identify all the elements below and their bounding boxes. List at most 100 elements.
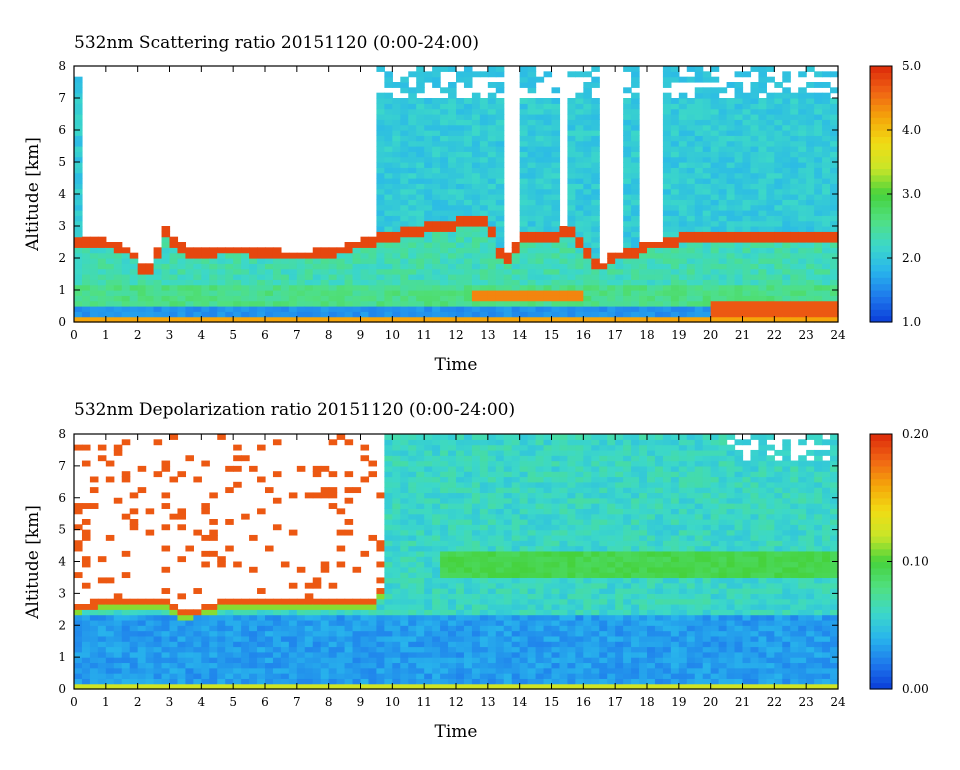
heatmap-cell [742, 194, 752, 200]
heatmap-cell [495, 231, 505, 238]
heatmap-cell [511, 598, 521, 605]
heatmap-cell [400, 556, 409, 563]
heatmap-cell [479, 577, 489, 584]
heatmap-cell [479, 550, 489, 557]
heatmap-cell [519, 172, 529, 179]
heatmap-cell [177, 252, 187, 259]
heatmap-cell [662, 178, 672, 184]
heatmap-cell [543, 556, 553, 563]
heatmap-cell [479, 162, 489, 168]
heatmap-cell [551, 279, 561, 286]
heatmap-cell [543, 146, 553, 152]
heatmap-cell [296, 614, 306, 621]
heatmap-cell [662, 231, 672, 238]
heatmap-cell [519, 188, 529, 195]
heatmap-cell [416, 252, 425, 259]
heatmap-cell [774, 295, 783, 302]
heatmap-cell [479, 135, 489, 142]
heatmap-cell [543, 199, 553, 206]
heatmap-cell [400, 146, 409, 152]
heatmap-cell [487, 550, 497, 557]
heatmap-cell [177, 683, 187, 690]
heatmap-cell [583, 183, 592, 190]
heatmap-cell [591, 103, 600, 110]
heatmap-cell [257, 263, 266, 270]
heatmap-cell [448, 188, 457, 195]
heatmap-cell [647, 279, 656, 286]
heatmap-cell [710, 274, 720, 280]
heatmap-cell [272, 609, 282, 616]
heatmap-cell [74, 114, 83, 120]
heatmap-cell [129, 274, 139, 280]
heatmap-cell [368, 268, 378, 275]
heatmap-cell [495, 683, 505, 690]
heatmap-cell [456, 290, 465, 296]
heatmap-cell [487, 667, 497, 674]
heatmap-cell [193, 625, 202, 632]
heatmap-cell [177, 635, 187, 642]
heatmap-cell [432, 71, 441, 78]
heatmap-cell [559, 449, 569, 456]
heatmap-cell [471, 561, 481, 568]
heatmap-cell [519, 279, 529, 286]
heatmap-cell [670, 204, 680, 211]
heatmap-cell [272, 306, 282, 312]
heatmap-cell [177, 678, 187, 685]
heatmap-cell [742, 300, 752, 307]
heatmap-cell [368, 662, 378, 669]
heatmap-cell [479, 497, 489, 504]
heatmap-cell [89, 678, 99, 685]
heatmap-cell [551, 566, 561, 573]
heatmap-cell [440, 290, 449, 296]
heatmap-cell [495, 220, 505, 227]
heatmap-cell [647, 306, 656, 312]
heatmap-cell [527, 471, 537, 478]
heatmap-cell [416, 582, 425, 589]
heatmap-cell [527, 519, 537, 525]
heatmap-cell [408, 604, 417, 610]
heatmap-cell [272, 630, 282, 637]
heatmap-cell [304, 295, 314, 302]
heatmap-cell [662, 162, 672, 168]
heatmap-cell [519, 242, 529, 248]
heatmap-cell [503, 657, 513, 664]
heatmap-cell [774, 231, 783, 238]
heatmap-cell [74, 444, 83, 451]
heatmap-cell [304, 300, 314, 307]
heatmap-cell [678, 316, 688, 323]
heatmap-cell [384, 625, 393, 632]
heatmap-cell [647, 316, 656, 323]
heatmap-cell [448, 114, 457, 120]
heatmap-cell [384, 146, 393, 152]
heatmap-cell [758, 146, 767, 152]
heatmap-cell [209, 657, 218, 664]
heatmap-cell [312, 577, 322, 584]
heatmap-cell [392, 673, 401, 679]
heatmap-cell [670, 108, 680, 115]
heatmap-cell [440, 508, 449, 515]
heatmap-cell [503, 545, 513, 552]
heatmap-cell [463, 76, 473, 83]
heatmap-cell [567, 284, 576, 291]
heatmap-cell [400, 545, 409, 552]
heatmap-cell [463, 252, 473, 259]
heatmap-cell [782, 311, 791, 318]
heatmap-cell [662, 252, 672, 259]
heatmap-cell [121, 635, 131, 642]
heatmap-cell [551, 524, 561, 531]
heatmap-cell [384, 242, 393, 248]
heatmap-cell [392, 268, 401, 275]
heatmap-cell [511, 529, 521, 536]
heatmap-cell [710, 258, 720, 264]
heatmap-cell [233, 252, 242, 259]
heatmap-cell [567, 651, 576, 658]
heatmap-cell [495, 635, 505, 642]
heatmap-cell [74, 274, 83, 280]
heatmap-cell [145, 673, 155, 679]
heatmap-cell [495, 172, 505, 179]
heatmap-cell [193, 619, 202, 626]
heatmap-cell [543, 550, 553, 557]
heatmap-cell [344, 295, 354, 302]
heatmap-cell [456, 119, 465, 126]
heatmap-cell [249, 667, 258, 674]
